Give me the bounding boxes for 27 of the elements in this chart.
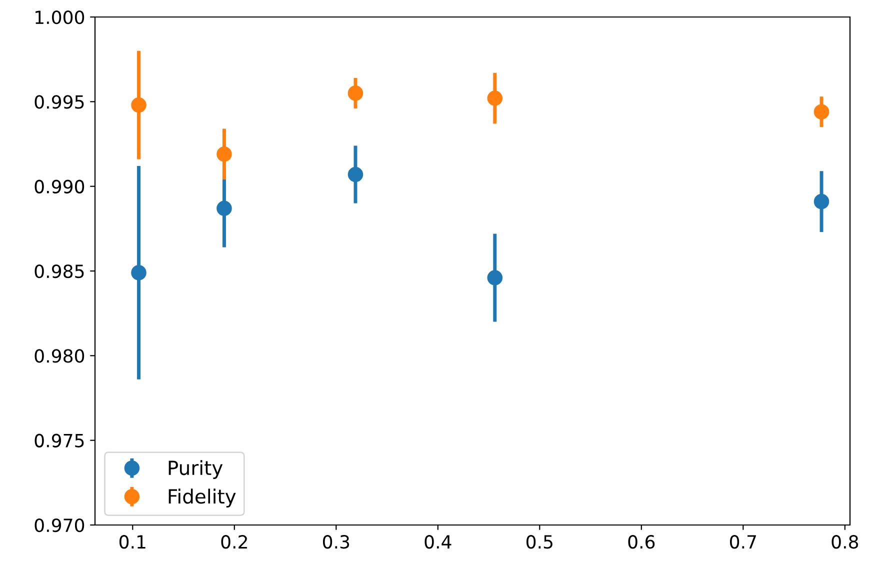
y-tick-label: 1.000: [36, 10, 84, 24]
x-tick-label: 0.2: [221, 535, 247, 549]
point: [216, 200, 232, 216]
x-tick-label: 0.8: [832, 535, 858, 549]
point: [131, 97, 146, 113]
point: [216, 146, 232, 162]
y-tick-label: 0.985: [34, 264, 84, 278]
point: [814, 104, 830, 120]
point: [487, 90, 503, 106]
x-tick-label: 0.7: [730, 535, 756, 549]
point: [348, 166, 364, 182]
point: [487, 270, 503, 286]
x-tick-label: 0.5: [526, 535, 552, 549]
x-tick-label: 0.4: [424, 535, 452, 549]
point: [131, 265, 146, 280]
y-tick-label: 0.980: [34, 349, 84, 363]
x-tick-label: 0.1: [119, 535, 146, 549]
x-tick-label: 0.3: [322, 535, 350, 549]
y-tick-label: 0.975: [34, 434, 84, 448]
point: [348, 86, 364, 101]
x-tick-label: 0.6: [628, 535, 655, 549]
legend-label: Purity: [168, 460, 223, 479]
point: [814, 194, 830, 210]
y-tick-label: 0.970: [34, 518, 84, 532]
legend-label: Fidelity: [168, 488, 236, 508]
y-tick-label: 0.995: [34, 95, 84, 109]
y-tick-label: 0.990: [34, 180, 84, 194]
